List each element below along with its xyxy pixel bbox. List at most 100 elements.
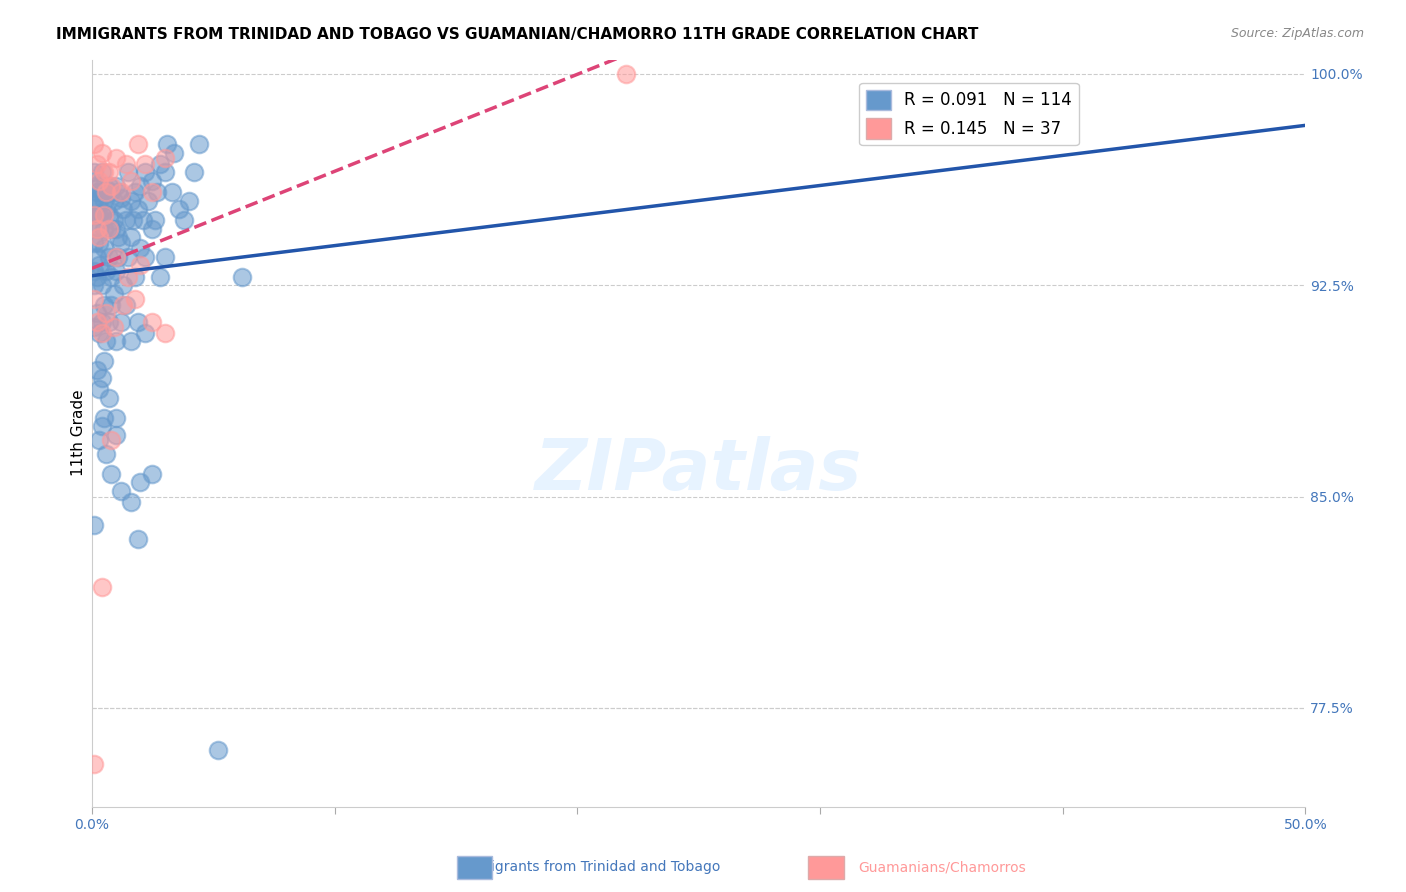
Point (93, 221, 115, 235)
Point (134, 250, 156, 264)
Point (87, 194, 110, 208)
Point (153, 165, 176, 179)
Point (97, 221, 120, 235)
Point (87, 235, 110, 250)
Point (93, 208, 115, 222)
Point (107, 185, 129, 199)
Point (120, 334, 142, 349)
Point (183, 165, 205, 179)
Point (87, 174, 110, 188)
Point (83, 517, 105, 532)
Point (167, 202, 190, 216)
Point (141, 174, 163, 188)
Point (112, 278, 135, 293)
Point (117, 269, 139, 284)
Point (87, 230, 110, 244)
Point (153, 151, 176, 165)
Point (96, 202, 118, 216)
Point (97, 315, 120, 329)
Point (86, 208, 108, 222)
Point (117, 165, 139, 179)
Point (136, 194, 159, 208)
Point (163, 145, 186, 160)
Point (134, 326, 156, 340)
Point (614, 67, 637, 81)
Point (96, 185, 118, 199)
Point (120, 174, 142, 188)
Point (105, 221, 128, 235)
Point (129, 475, 152, 490)
Point (100, 179, 122, 194)
Point (132, 213, 155, 227)
Point (86, 221, 108, 235)
Point (107, 250, 129, 264)
Point (110, 185, 132, 199)
Point (87, 433, 110, 447)
Point (100, 467, 122, 481)
Text: IMMIGRANTS FROM TRINIDAD AND TOBAGO VS GUAMANIAN/CHAMORRO 11TH GRADE CORRELATION: IMMIGRANTS FROM TRINIDAD AND TOBAGO VS G… (56, 27, 979, 42)
Point (160, 185, 183, 199)
Point (103, 286, 125, 301)
Point (83, 264, 105, 278)
Point (90, 145, 112, 160)
Point (146, 185, 169, 199)
Point (83, 179, 105, 194)
Point (83, 194, 105, 208)
Point (105, 264, 128, 278)
Point (105, 250, 128, 264)
Point (97, 250, 120, 264)
Point (90, 278, 112, 293)
Point (87, 179, 110, 194)
Point (87, 326, 110, 340)
Point (86, 157, 108, 171)
Point (97, 391, 120, 405)
Point (83, 165, 105, 179)
Point (127, 202, 149, 216)
Point (90, 208, 112, 222)
Point (141, 221, 163, 235)
Point (105, 427, 128, 442)
Point (141, 315, 163, 329)
Text: Source: ZipAtlas.com: Source: ZipAtlas.com (1230, 27, 1364, 40)
Point (90, 315, 112, 329)
Point (105, 151, 128, 165)
Point (90, 326, 112, 340)
Point (110, 235, 132, 250)
Point (129, 259, 152, 273)
Point (86, 250, 108, 264)
Point (100, 185, 122, 199)
Point (83, 292, 105, 306)
Point (105, 179, 128, 194)
Point (103, 213, 125, 227)
Point (107, 230, 129, 244)
Point (90, 185, 112, 199)
Point (103, 194, 125, 208)
Point (153, 250, 176, 264)
Point (105, 334, 128, 349)
Point (96, 447, 118, 461)
Point (124, 269, 146, 284)
Point (83, 278, 105, 293)
Point (134, 165, 156, 179)
Point (97, 208, 120, 222)
Point (83, 208, 105, 222)
Point (153, 326, 176, 340)
Point (141, 467, 163, 481)
Point (100, 298, 122, 312)
Point (114, 157, 136, 171)
Point (83, 208, 105, 222)
Point (86, 185, 108, 199)
Point (96, 264, 118, 278)
Point (97, 165, 120, 179)
Text: Immigrants from Trinidad and Tobago: Immigrants from Trinidad and Tobago (460, 860, 721, 874)
Point (143, 213, 166, 227)
Point (86, 306, 108, 320)
Point (87, 208, 110, 222)
Point (127, 315, 149, 329)
Point (93, 298, 115, 312)
Point (129, 242, 152, 256)
Point (134, 157, 156, 171)
Point (114, 298, 136, 312)
Point (127, 532, 149, 546)
Text: Guamanians/Chamorros: Guamanians/Chamorros (858, 860, 1026, 874)
